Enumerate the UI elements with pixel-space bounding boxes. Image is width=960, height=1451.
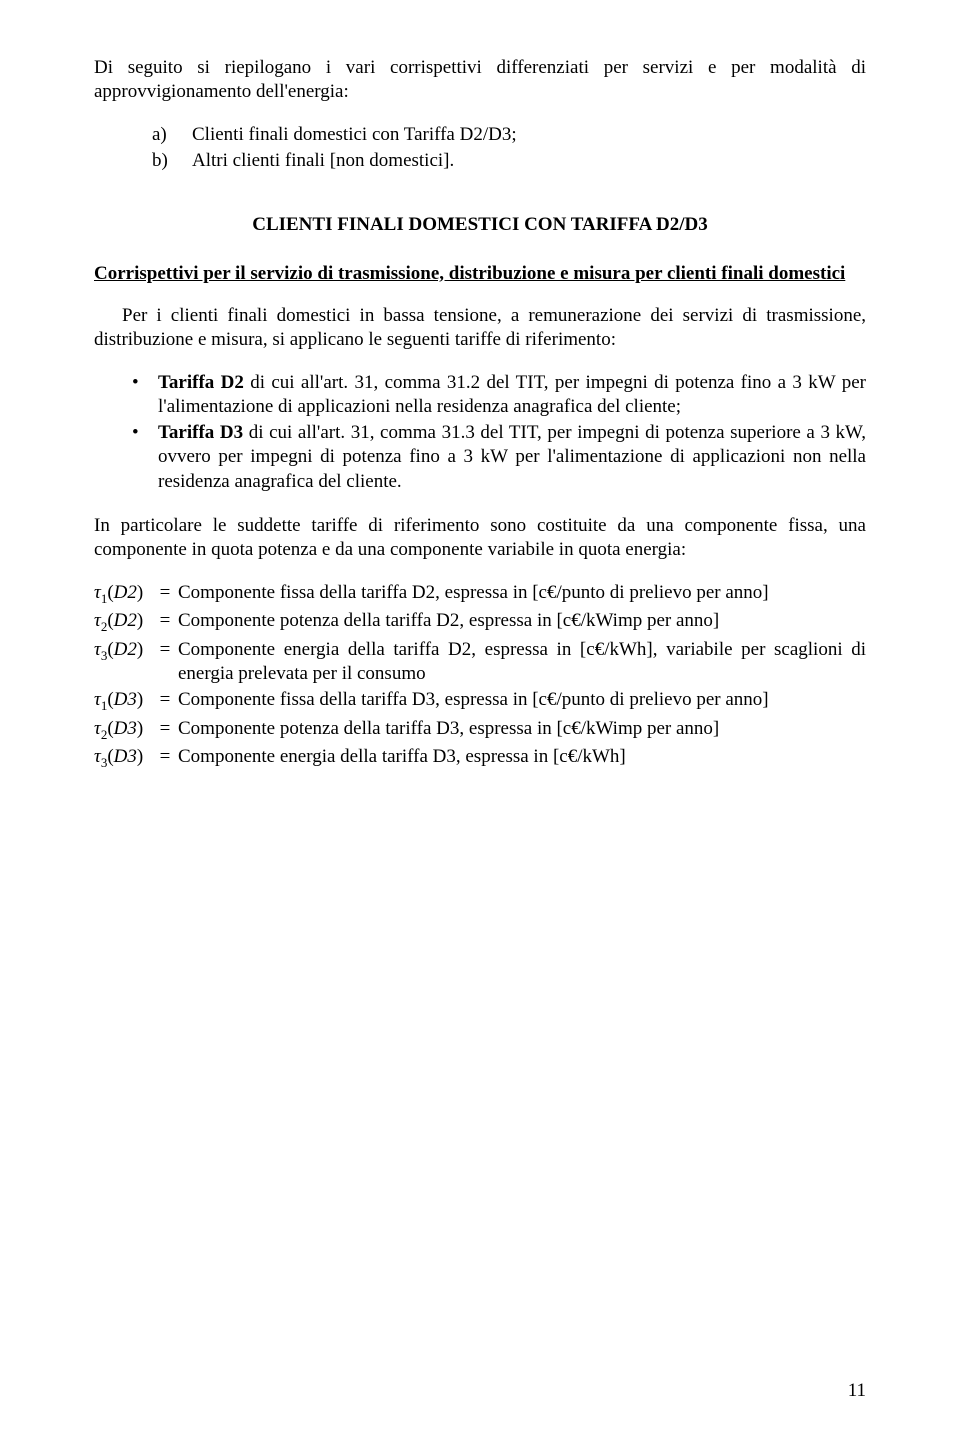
bullet-icon: •: [132, 421, 158, 494]
section-title: CLIENTI FINALI DOMESTICI CON TARIFFA D2/…: [94, 213, 866, 237]
def-symbol: τ2(D2): [94, 609, 152, 635]
bullet-label-2: Tariffa D3: [158, 422, 243, 443]
list-text-a: Clienti finali domestici con Tariffa D2/…: [192, 123, 517, 147]
list-text-b: Altri clienti finali [non domestici].: [192, 149, 454, 173]
def-symbol: τ3(D2): [94, 638, 152, 664]
list-ab: a) Clienti finali domestici con Tariffa …: [152, 123, 866, 174]
def-eq: =: [152, 581, 178, 605]
def-text: Componente fissa della tariffa D2, espre…: [178, 581, 866, 605]
paragraph-1: Per i clienti finali domestici in bassa …: [94, 304, 866, 353]
bullet-label-1: Tariffa D2: [158, 372, 244, 393]
def-symbol: τ1(D2): [94, 581, 152, 607]
list-item-a: a) Clienti finali domestici con Tariffa …: [152, 123, 866, 147]
paragraph-2: In particolare le suddette tariffe di ri…: [94, 514, 866, 563]
list-item-b: b) Altri clienti finali [non domestici].: [152, 149, 866, 173]
bullet-icon: •: [132, 371, 158, 420]
def-text: Componente energia della tariffa D3, esp…: [178, 745, 866, 769]
def-row: τ2(D2) = Componente potenza della tariff…: [94, 609, 866, 635]
def-text: Componente fissa della tariffa D3, espre…: [178, 688, 866, 712]
def-text: Componente potenza della tariffa D3, esp…: [178, 717, 866, 741]
def-eq: =: [152, 609, 178, 633]
def-symbol: τ1(D3): [94, 688, 152, 714]
def-eq: =: [152, 717, 178, 741]
list-marker-b: b): [152, 149, 192, 173]
def-symbol: τ3(D3): [94, 745, 152, 771]
bullet-list: • Tariffa D2 di cui all'art. 31, comma 3…: [132, 371, 866, 495]
bullet-item-2: • Tariffa D3 di cui all'art. 31, comma 3…: [132, 421, 866, 494]
def-row: τ3(D2) = Componente energia della tariff…: [94, 638, 866, 687]
def-symbol: τ2(D3): [94, 717, 152, 743]
def-row: τ1(D3) = Componente fissa della tariffa …: [94, 688, 866, 714]
def-row: τ3(D3) = Componente energia della tariff…: [94, 745, 866, 771]
bullet-text-2: Tariffa D3 di cui all'art. 31, comma 31.…: [158, 421, 866, 494]
def-row: τ1(D2) = Componente fissa della tariffa …: [94, 581, 866, 607]
definition-table: τ1(D2) = Componente fissa della tariffa …: [94, 581, 866, 772]
bullet-item-1: • Tariffa D2 di cui all'art. 31, comma 3…: [132, 371, 866, 420]
def-eq: =: [152, 688, 178, 712]
list-marker-a: a): [152, 123, 192, 147]
bullet-rest-1: di cui all'art. 31, comma 31.2 del TIT, …: [158, 372, 866, 417]
def-eq: =: [152, 745, 178, 769]
def-text: Componente energia della tariffa D2, esp…: [178, 638, 866, 687]
bullet-text-1: Tariffa D2 di cui all'art. 31, comma 31.…: [158, 371, 866, 420]
def-text: Componente potenza della tariffa D2, esp…: [178, 609, 866, 633]
def-eq: =: [152, 638, 178, 662]
def-row: τ2(D3) = Componente potenza della tariff…: [94, 717, 866, 743]
subsection-title: Corrispettivi per il servizio di trasmis…: [94, 262, 866, 286]
page-number: 11: [848, 1379, 866, 1403]
bullet-rest-2: di cui all'art. 31, comma 31.3 del TIT, …: [158, 422, 866, 492]
intro-paragraph: Di seguito si riepilogano i vari corrisp…: [94, 56, 866, 105]
